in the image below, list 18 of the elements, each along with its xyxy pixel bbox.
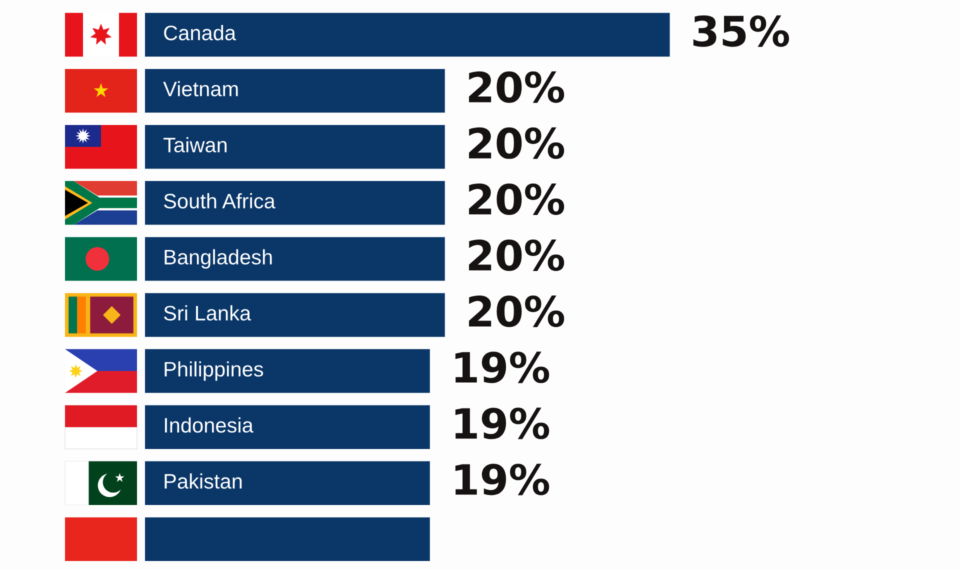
data-label: 20% bbox=[469, 296, 564, 328]
data-label: 19% bbox=[455, 352, 550, 384]
data-label: 20% bbox=[469, 240, 564, 272]
y-tick-label: Sri Lanka bbox=[164, 305, 252, 321]
data-label: 20% bbox=[469, 183, 564, 215]
data-label: 35% bbox=[693, 15, 790, 47]
y-tick-label: Philippines bbox=[164, 361, 264, 381]
data-label: 20% bbox=[469, 71, 564, 103]
data-label: 19% bbox=[455, 408, 550, 440]
y-tick-label: Pakistan bbox=[164, 473, 242, 489]
data-label: 19% bbox=[455, 464, 550, 496]
y-tick-label: Vietnam bbox=[163, 81, 238, 96]
y-tick-label: Taiwan bbox=[164, 137, 227, 152]
y-tick-label: Bangladesh bbox=[164, 249, 272, 269]
y-tick-label: Indonesia bbox=[164, 417, 254, 433]
y-tick-label: South Africa bbox=[164, 193, 276, 208]
data-label: 20% bbox=[469, 127, 564, 159]
y-tick-label: Canada bbox=[164, 25, 236, 40]
